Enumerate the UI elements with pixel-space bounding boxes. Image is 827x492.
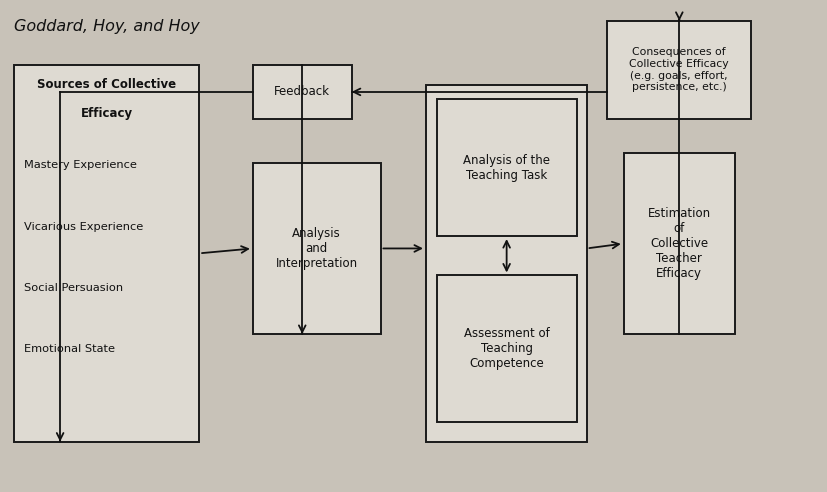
Text: Social Persuasion: Social Persuasion: [24, 283, 122, 293]
Text: Analysis
and
Interpretation: Analysis and Interpretation: [275, 227, 358, 270]
Bar: [426, 85, 586, 442]
Bar: [253, 163, 380, 334]
Bar: [253, 65, 351, 119]
Text: Analysis of the
Teaching Task: Analysis of the Teaching Task: [463, 154, 550, 182]
Text: Emotional State: Emotional State: [24, 344, 115, 354]
Bar: [607, 21, 752, 119]
Text: Mastery Experience: Mastery Experience: [24, 160, 136, 170]
Text: Goddard, Hoy, and Hoy: Goddard, Hoy, and Hoy: [14, 19, 199, 33]
Text: Consequences of
Collective Efficacy
(e.g. goals, effort,
persistence, etc.): Consequences of Collective Efficacy (e.g…: [629, 48, 729, 92]
Text: Sources of Collective: Sources of Collective: [37, 78, 176, 91]
Text: Feedback: Feedback: [275, 86, 330, 98]
Bar: [437, 99, 576, 236]
Text: Vicarious Experience: Vicarious Experience: [24, 221, 143, 232]
Text: Efficacy: Efficacy: [80, 107, 132, 121]
Bar: [14, 65, 199, 442]
Text: Estimation
of
Collective
Teacher
Efficacy: Estimation of Collective Teacher Efficac…: [648, 207, 711, 280]
Bar: [624, 153, 735, 334]
Text: Assessment of
Teaching
Competence: Assessment of Teaching Competence: [464, 327, 549, 370]
Bar: [437, 276, 576, 422]
